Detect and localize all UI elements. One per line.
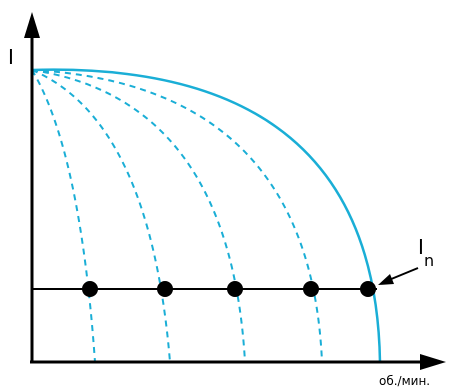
- operating-point-4: [303, 281, 319, 297]
- y-axis-label: I: [8, 45, 14, 69]
- dashed-curve-4: [31, 69, 323, 363]
- operating-point-1: [82, 281, 98, 297]
- in-pointer-arrowhead: [378, 274, 394, 285]
- operating-point-2: [157, 281, 173, 297]
- solid-outer-curve: [31, 68, 382, 363]
- nominal-current-label: I: [418, 235, 424, 259]
- dashed-curve-1: [31, 69, 96, 363]
- operating-point-5: [360, 281, 376, 297]
- dashed-curve-2: [31, 69, 171, 363]
- x-axis-label: об./мин.: [379, 374, 430, 388]
- nominal-current-subscript: n: [424, 251, 434, 270]
- x-axis-arrowhead: [420, 354, 446, 370]
- dashed-curve-3: [31, 69, 246, 363]
- y-axis-arrowhead: [24, 12, 40, 38]
- operating-point-3: [227, 281, 243, 297]
